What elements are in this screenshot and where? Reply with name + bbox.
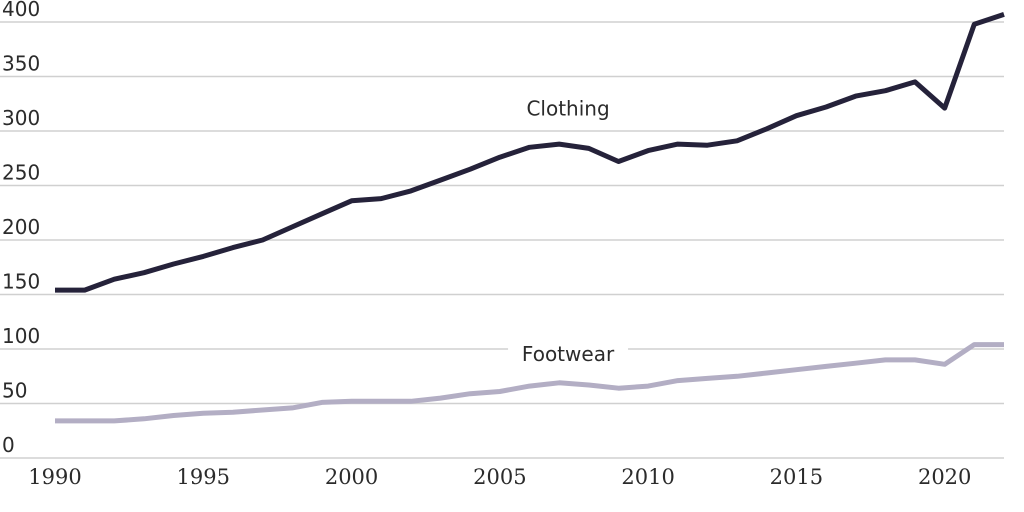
y-tick-label: 200: [2, 215, 40, 239]
x-tick-label: 1995: [177, 465, 230, 489]
y-tick-label: 400: [2, 0, 40, 21]
gridlines: [0, 21, 1004, 459]
y-tick-label: 350: [2, 52, 40, 76]
y-tick-label: 150: [2, 270, 40, 294]
y-axis-ticks: 400 350 300 250 200 150 100 50 0: [2, 0, 40, 457]
x-tick-label: 2005: [473, 465, 526, 489]
y-tick-label: 0: [2, 433, 15, 457]
y-tick-label: 250: [2, 161, 40, 185]
y-tick-label: 300: [2, 106, 40, 130]
clothing-label-background: [508, 91, 629, 126]
x-tick-label: 2020: [918, 465, 971, 489]
x-tick-label: 2000: [325, 465, 378, 489]
x-axis-ticks: 1990 1995 2000 2005 2010 2015 2020: [28, 465, 971, 489]
x-tick-label: 2010: [621, 465, 674, 489]
series-lines: [55, 12, 1005, 424]
y-tick-label: 50: [2, 379, 27, 403]
footwear-series-label: Footwear: [522, 342, 615, 366]
x-tick-label: 1990: [28, 465, 81, 489]
series-labels: Clothing Footwear: [508, 91, 629, 371]
footwear-label-background: [508, 336, 629, 371]
clothing-series-line: [55, 12, 1005, 293]
clothing-series-label: Clothing: [526, 97, 609, 121]
footwear-series-line: [55, 342, 1004, 424]
y-tick-label: 100: [2, 324, 40, 348]
x-tick-label: 2015: [770, 465, 823, 489]
